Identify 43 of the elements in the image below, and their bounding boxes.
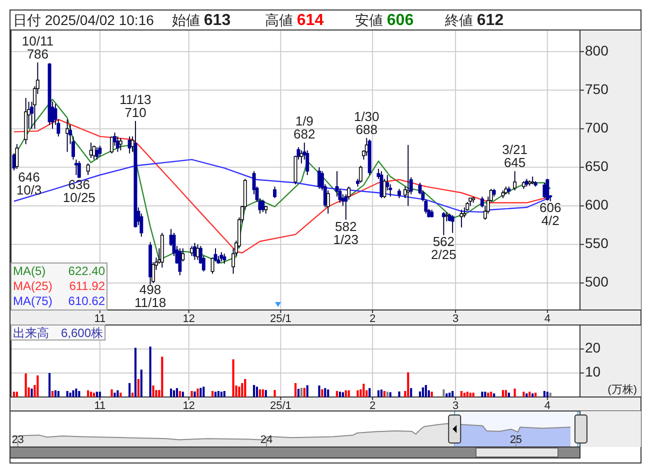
annotation: 1/30 688 [354,108,380,137]
y-tick-label: 650 [585,158,609,174]
x-tick-label: 4 [544,400,550,412]
annotation: 1/9 682 [294,114,316,142]
annotation: 606 4/2 [540,200,562,228]
annotation: 11/13 710 [120,92,152,120]
x-tick-label: 2 [369,313,376,325]
annotation: 3/21 645 [502,142,528,170]
x-tick-label: 23 [12,434,24,446]
x-tick-label: 11 [94,313,106,325]
y-axis-title: (万株) [608,383,637,396]
x-tick-label: 4 [544,313,550,325]
legend: MA(5) 622.40 MA(25) 611.92 MA(75) 610.62 [10,262,108,310]
x-tick-label: 25 [510,434,522,446]
x-tick-label: 3 [452,400,459,412]
x-tick-label: 24 [260,434,273,446]
y-tick-label: 600 [585,196,609,213]
x-tick-label: 2 [369,400,376,412]
x-tick-label: 3 [452,313,459,325]
y-tick-label: 800 [585,42,609,58]
text: 安値 606 [355,12,414,29]
text: 日付 2025/04/02 10:16 [13,12,154,28]
annotation: 498 11/18 [134,282,166,310]
x-tick-label: 12 [182,400,195,412]
annotation: 562 2/25 [431,234,456,262]
annotation: 10/11 786 [22,33,54,62]
y-tick-label: 750 [585,80,609,97]
x-tick-label: 25/1 [270,313,292,325]
x-tick-label: 11 [94,400,106,412]
annotation: 636 10/25 [62,177,96,206]
y-tick-label: 10 [585,364,601,380]
y-tick-label: 500 [585,274,609,290]
annotation: 646 10/3 [16,169,42,198]
annotation: 出来高 6,600株 [13,326,104,340]
text: 高値 614 [265,12,324,29]
y-tick-label: 550 [585,235,609,252]
x-tick-label: 12 [182,313,195,325]
x-tick-label: 25/1 [270,400,292,412]
text: 始値 613 [172,12,231,29]
annotation: 582 1/23 [333,218,359,247]
text: 終値 612 [444,12,504,29]
y-tick-label: 20 [585,340,601,356]
y-tick-label: 700 [585,119,609,136]
